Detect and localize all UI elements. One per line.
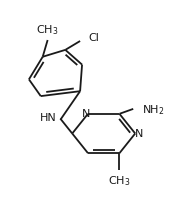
Text: CH$_3$: CH$_3$ <box>108 173 131 187</box>
Text: CH$_3$: CH$_3$ <box>36 23 59 37</box>
Text: NH$_2$: NH$_2$ <box>142 103 165 116</box>
Text: HN: HN <box>40 112 57 122</box>
Text: N: N <box>82 108 90 118</box>
Text: Cl: Cl <box>88 33 99 43</box>
Text: N: N <box>135 129 143 139</box>
